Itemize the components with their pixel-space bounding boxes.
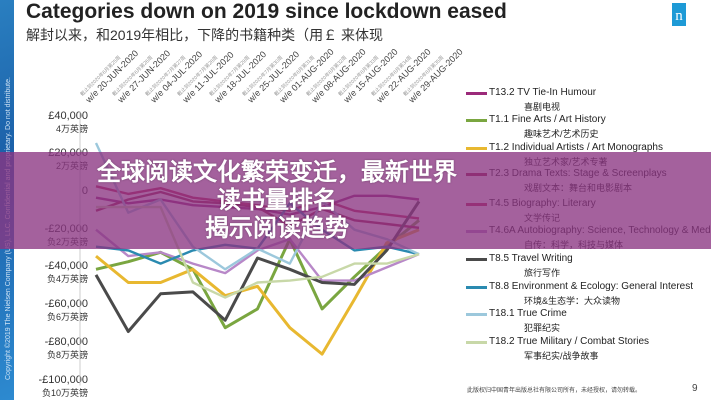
- legend-swatch: [466, 119, 487, 122]
- series-line-1: [95, 219, 420, 330]
- legend-swatch: [466, 147, 487, 150]
- legend-label-cn: 军事纪实/战争故事: [524, 351, 599, 361]
- legend-label-cn: 旅行写作: [524, 268, 561, 278]
- legend-label: T8.5 Travel Writing: [489, 253, 573, 264]
- y-tick-cn: 负8万英镑: [46, 349, 88, 360]
- headline-line-2: 揭示阅读趋势: [205, 214, 349, 242]
- series-line-6: [94, 200, 421, 333]
- legend-swatch: [466, 341, 487, 344]
- headline-line-1: 全球阅读文化繁荣变迁，最新世界读书量排名: [97, 158, 457, 214]
- nielsen-logo: n: [672, 3, 686, 26]
- legend-label: T18.1 True Crime: [489, 308, 567, 319]
- legend-swatch: [466, 286, 487, 289]
- legend-label: T1.2 Individual Artists / Art Monographs: [489, 142, 663, 153]
- y-tick-label: £40,000 4万英镑: [48, 110, 88, 135]
- legend-label: T13.2 TV Tie-In Humour: [489, 87, 597, 98]
- y-tick-cn: 4万英镑: [55, 123, 88, 134]
- legend-swatch: [466, 313, 487, 316]
- legend-label: T18.2 True Military / Combat Stories: [489, 336, 650, 347]
- series-line-2: [95, 228, 420, 356]
- y-tick-label: -£80,000 负8万英镑: [45, 336, 88, 361]
- series-line-5: [95, 228, 420, 282]
- y-tick-cn: 负4万英镑: [46, 274, 88, 285]
- y-tick-value: -£100,000: [38, 373, 88, 386]
- legend-label-cn: 喜剧电视: [524, 102, 561, 112]
- y-tick-value: -£60,000: [44, 298, 88, 311]
- legend-swatch: [466, 258, 487, 261]
- headline-text: 全球阅读文化繁荣变迁，最新世界读书量排名 揭示阅读趋势: [92, 158, 462, 242]
- legend-label-cn: 环境&生态学：大众读物: [524, 296, 621, 306]
- chart-title: Categories down on 2019 since lockdown e…: [26, 0, 507, 23]
- y-tick-label: -£60,000 负6万英镑: [45, 298, 88, 323]
- legend-label-cn: 犯罪纪实: [524, 323, 561, 333]
- legend-swatch: [466, 92, 487, 95]
- y-tick-cn: 负6万英镑: [46, 312, 88, 323]
- y-tick-value: -£80,000: [44, 335, 88, 348]
- y-tick-value: £40,000: [48, 109, 88, 122]
- legend-label: T8.8 Environment & Ecology: General Inte…: [489, 281, 693, 292]
- legend-label: T1.1 Fine Arts / Art History: [489, 114, 606, 125]
- y-tick-label: -£100,000 负10万英镑: [38, 374, 88, 399]
- y-tick-cn: 负10万英镑: [41, 387, 88, 398]
- footer-note: 此版权归中国青年出版总社有限公司所有，未经授权，请勿转载。: [467, 388, 642, 394]
- y-tick-value: -£40,000: [44, 260, 88, 273]
- legend-label-cn: 趣味艺术/艺术历史: [524, 129, 599, 139]
- y-tick-label: -£40,000 负4万英镑: [45, 260, 88, 285]
- page-number: 9: [692, 383, 698, 394]
- headline-banner: 全球阅读文化繁荣变迁，最新世界读书量排名 揭示阅读趋势: [0, 152, 711, 249]
- chart-subtitle: 解封以来，和2019年相比，下降的书籍种类（用￡ 来体现: [26, 27, 384, 43]
